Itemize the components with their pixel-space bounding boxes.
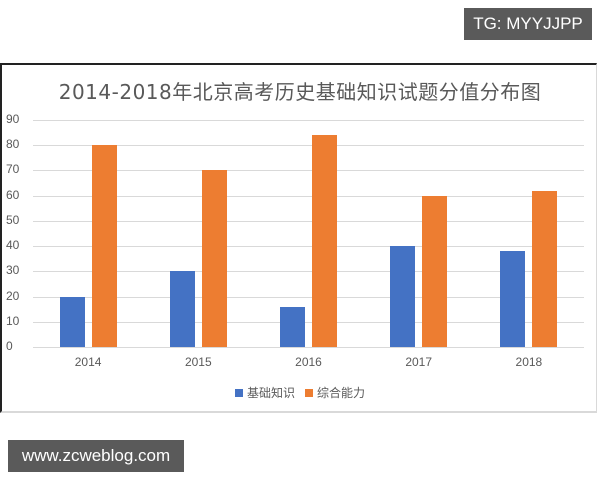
gridline bbox=[33, 296, 584, 298]
y-tick-label: 50 bbox=[6, 212, 20, 227]
bar-2017-series-2 bbox=[422, 195, 448, 347]
bar-2015-series-1 bbox=[169, 271, 195, 347]
y-tick-label: 30 bbox=[6, 263, 20, 278]
gridline bbox=[33, 246, 584, 248]
gridline bbox=[33, 120, 584, 121]
legend-item-comprehensive-ability: 综合能力 bbox=[305, 384, 365, 401]
gridline bbox=[33, 347, 584, 348]
gridline bbox=[33, 321, 584, 323]
y-tick-label: 20 bbox=[6, 288, 20, 303]
y-tick-label: 0 bbox=[6, 339, 13, 353]
y-tick-label: 80 bbox=[6, 137, 20, 152]
x-tick-label: 2018 bbox=[515, 355, 543, 369]
legend-swatch-blue-icon bbox=[234, 388, 243, 397]
bar-2018-series-1 bbox=[500, 251, 526, 347]
gridline bbox=[33, 195, 584, 197]
y-tick-label: 60 bbox=[6, 187, 20, 202]
bar-2016-series-2 bbox=[312, 135, 337, 347]
bar-2014-series-2 bbox=[91, 145, 117, 347]
watermark-tg-badge: TG: MYYJJPP bbox=[464, 8, 592, 40]
bar-2018-series-2 bbox=[532, 190, 558, 347]
x-tick-label: 2015 bbox=[184, 355, 212, 369]
plot-area bbox=[33, 120, 584, 348]
legend: 基础知识 综合能力 bbox=[0, 384, 600, 401]
bar-2016-series-1 bbox=[280, 306, 305, 347]
gridline bbox=[33, 145, 584, 147]
watermark-site-badge: www.zcweblog.com bbox=[8, 440, 184, 472]
x-tick-label: 2014 bbox=[74, 355, 102, 369]
legend-label: 基础知识 bbox=[246, 386, 295, 400]
x-tick-label: 2016 bbox=[295, 355, 322, 369]
bar-2014-series-1 bbox=[59, 296, 85, 347]
gridline bbox=[33, 170, 584, 172]
y-tick-label: 70 bbox=[6, 162, 20, 177]
legend-label: 综合能力 bbox=[317, 386, 366, 400]
bar-2015-series-2 bbox=[201, 170, 227, 347]
bar-2017-series-1 bbox=[390, 246, 416, 347]
gridline bbox=[33, 271, 584, 273]
y-tick-label: 40 bbox=[6, 238, 20, 253]
legend-item-basic-knowledge: 基础知识 bbox=[234, 384, 295, 401]
y-tick-label: 10 bbox=[6, 313, 20, 328]
y-tick-label: 90 bbox=[6, 112, 20, 126]
x-tick-label: 2017 bbox=[405, 355, 433, 369]
chart-title: 2014-2018年北京高考历史基础知识试题分值分布图 bbox=[58, 80, 542, 104]
gridline bbox=[33, 220, 584, 222]
legend-swatch-orange-icon bbox=[305, 388, 313, 397]
